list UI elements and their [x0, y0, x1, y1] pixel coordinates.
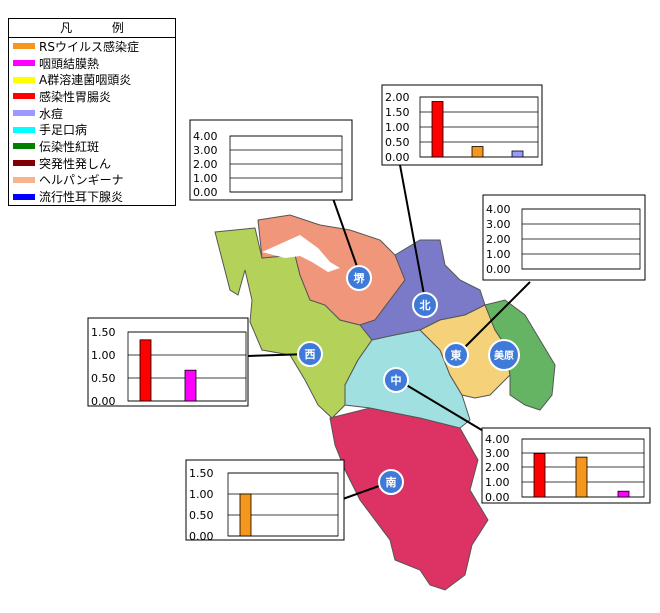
- chart-frame: [189, 119, 353, 201]
- bar: [431, 101, 444, 158]
- ward-marker-naka: 中: [383, 367, 409, 393]
- svg-text:南: 南: [386, 475, 397, 489]
- y-tick-label: 1.00: [385, 121, 410, 134]
- legend-label: ヘルパンギーナ: [39, 173, 124, 188]
- ward-marker-higashi: 東: [443, 342, 469, 368]
- ward-region-minami: [329, 407, 489, 591]
- y-tick-label: 1.00: [91, 349, 116, 362]
- y-tick-label: 4.00: [486, 203, 511, 216]
- y-tick-label: 0.50: [189, 509, 214, 522]
- legend-title-left: 凡: [60, 21, 73, 35]
- bar: [239, 493, 252, 537]
- legend-item: 手足口病: [9, 121, 175, 138]
- bay-shape: [262, 235, 340, 272]
- bar: [139, 339, 152, 402]
- y-tick-label: 1.50: [385, 106, 410, 119]
- legend-title-right: 例: [111, 21, 124, 35]
- y-tick-label: 4.00: [193, 130, 218, 143]
- legend-swatch: [13, 93, 35, 100]
- y-tick-label: 0.50: [91, 372, 116, 385]
- legend-title: 凡 例: [9, 19, 175, 38]
- ward-marker-nishi: 西: [297, 341, 323, 367]
- chart-panel: 4.003.002.00 1.00 0.00: [481, 427, 651, 504]
- legend-label: 伝染性紅斑: [39, 139, 100, 154]
- svg-text:美原: 美原: [494, 349, 514, 362]
- chart-panel: 4.00 3.00 2.00 1.00 0.00: [482, 194, 646, 281]
- chart-panel: 1.50 1.00 0.50 0.00: [185, 459, 345, 543]
- legend-label: 流行性耳下腺炎: [39, 190, 124, 205]
- svg-text:西: 西: [305, 348, 316, 361]
- legend-label: 感染性胃腸炎: [39, 89, 112, 104]
- chart-panel: 1.50 1.00 0.50 0.00: [87, 317, 249, 408]
- legend-item: 感染性胃腸炎: [9, 88, 175, 105]
- bar: [471, 146, 484, 158]
- legend-swatch: [13, 43, 35, 50]
- ward-marker-mihara: 美原: [488, 339, 520, 371]
- ward-marker-minami: 南: [378, 469, 404, 495]
- legend-swatch: [13, 110, 35, 117]
- y-tick-label: 3.00: [193, 144, 218, 157]
- chart-frame: [481, 427, 651, 504]
- legend-item: 流行性耳下腺炎: [9, 188, 175, 205]
- bar: [575, 456, 588, 498]
- y-tick-label: 3.00: [486, 218, 511, 231]
- legend-swatch: [13, 126, 35, 133]
- y-tick-label: 2.00: [193, 158, 218, 171]
- legend-label: A群溶連菌咽頭炎: [39, 73, 132, 88]
- y-tick-label: 1.00: [189, 488, 214, 501]
- legend: 凡 例 RSウイルス感染症 咽頭結膜熱 A群溶連菌咽頭炎 感染性胃腸炎 水痘手足口病 伝染…: [8, 18, 176, 206]
- legend-label: 水痘: [39, 106, 64, 121]
- legend-label: 咽頭結膜熱: [39, 56, 100, 71]
- y-tick-label: 1.50: [189, 467, 214, 480]
- y-tick-label: 0.50: [385, 136, 410, 149]
- legend-swatch: [13, 193, 35, 200]
- bar: [533, 453, 546, 498]
- ward-marker-kita: 北: [412, 292, 438, 318]
- bar: [511, 150, 524, 158]
- y-tick-label: 3.00: [485, 447, 510, 460]
- leader-lines: [247, 164, 531, 501]
- y-tick-label: 1.00: [486, 248, 511, 261]
- legend-swatch: [13, 143, 35, 150]
- y-tick-label: 4.00: [485, 433, 510, 446]
- ward-marker-sakai: 堺: [346, 265, 372, 291]
- svg-text:堺: 堺: [354, 271, 366, 285]
- bar: [184, 369, 197, 402]
- legend-swatch: [13, 60, 35, 67]
- svg-text:中: 中: [391, 373, 402, 387]
- y-tick-label: 0.00: [385, 151, 410, 164]
- y-tick-label: 1.00: [485, 476, 510, 489]
- y-tick-label: 0.00: [91, 395, 116, 408]
- chart-frame: [87, 317, 249, 407]
- bar: [617, 490, 630, 498]
- svg-text:東: 東: [451, 348, 463, 362]
- y-tick-label: 2.00: [485, 461, 510, 474]
- y-tick-label: 2.00: [486, 233, 511, 246]
- y-tick-label: 0.00: [193, 186, 218, 199]
- legend-item: 咽頭結膜熱: [9, 55, 175, 72]
- y-tick-label: 2.00: [385, 91, 410, 104]
- legend-item: ヘルパンギーナ: [9, 172, 175, 189]
- legend-item: RSウイルス感染症: [9, 38, 175, 55]
- chart-panel: 4.003.002.001.000.00: [189, 119, 353, 201]
- legend-swatch: [13, 176, 35, 183]
- svg-text:北: 北: [420, 298, 431, 312]
- legend-item: 突発性発しん: [9, 155, 175, 172]
- legend-item: 水痘: [9, 105, 175, 122]
- legend-swatch: [13, 160, 35, 167]
- y-tick-label: 0.00: [189, 530, 214, 543]
- chart-panel: 2.00 1.50 1.00 0.50 0.00: [381, 84, 543, 166]
- y-tick-label: 1.00: [193, 172, 218, 185]
- y-tick-label: 0.00: [486, 263, 511, 276]
- y-tick-label: 1.50: [91, 326, 116, 339]
- legend-label: 手足口病: [39, 123, 88, 138]
- legend-label: RSウイルス感染症: [39, 39, 139, 54]
- y-tick-label: 0.00: [485, 491, 510, 504]
- legend-swatch: [13, 76, 35, 83]
- legend-item: A群溶連菌咽頭炎: [9, 71, 175, 88]
- legend-item: 伝染性紅斑: [9, 138, 175, 155]
- legend-label: 突発性発しん: [39, 156, 112, 171]
